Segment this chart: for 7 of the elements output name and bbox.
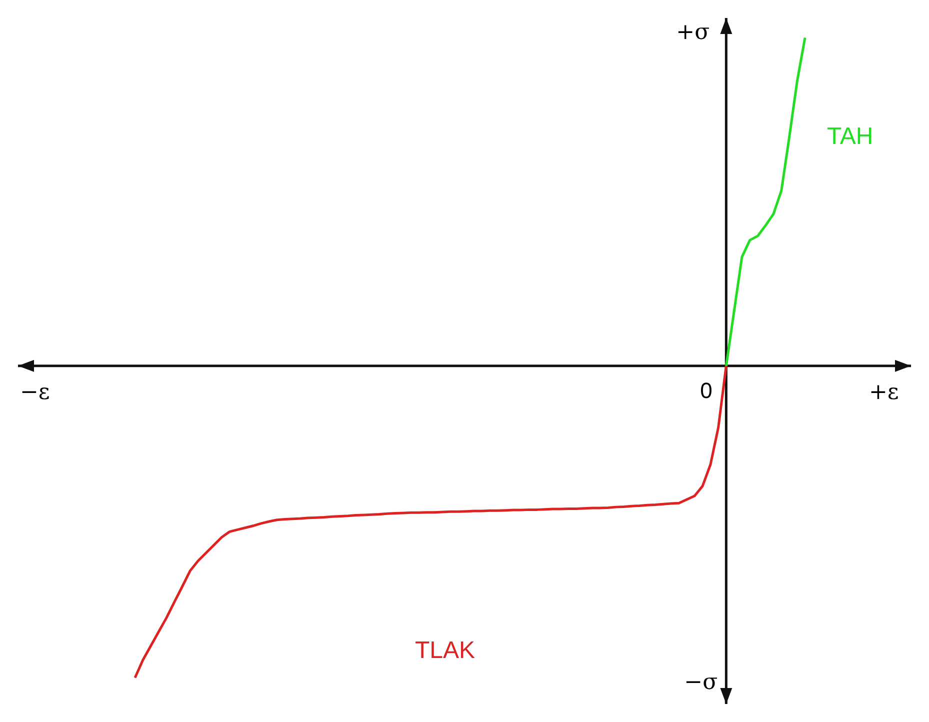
annotation: 0	[700, 378, 712, 404]
series-label: TAH	[827, 123, 874, 152]
x-axis-title: +ε	[869, 380, 899, 405]
text: TLAK	[415, 637, 476, 666]
text: −ε	[20, 380, 50, 405]
annotation: −σ	[684, 670, 718, 695]
y-axis-title: +σ	[676, 20, 710, 45]
